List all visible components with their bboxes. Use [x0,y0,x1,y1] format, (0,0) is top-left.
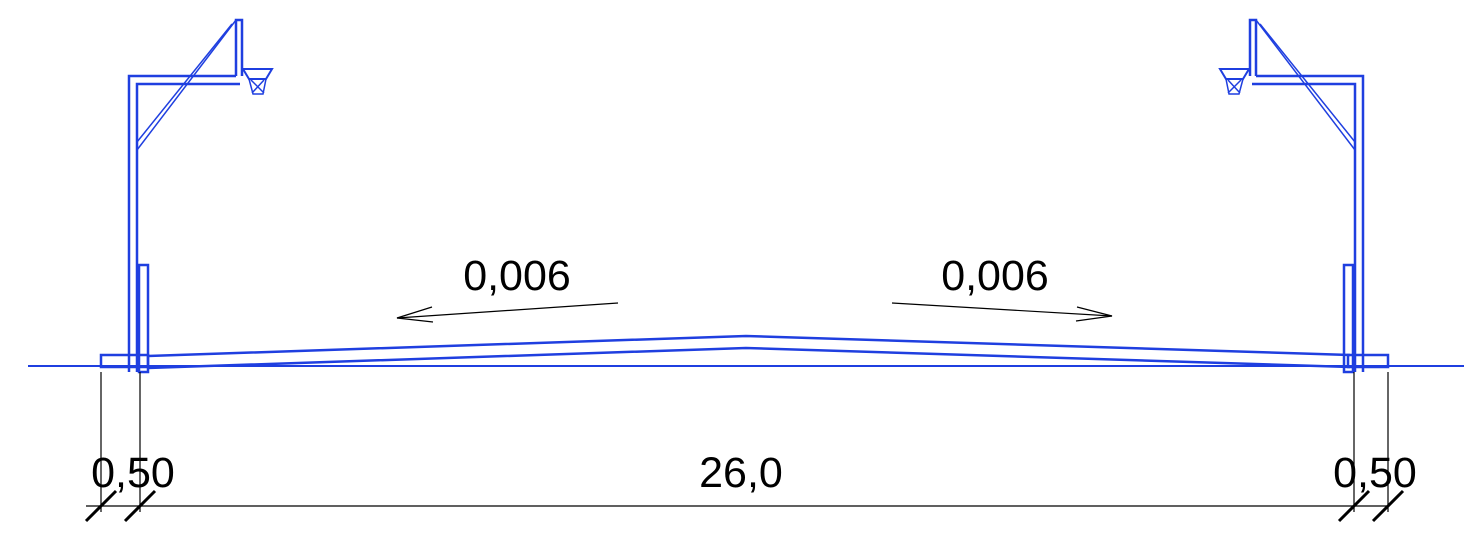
left-slope-label: 0,006 [463,252,571,300]
right-slope-arrow [891,302,1113,322]
left-margin-dimension-label: 0,50 [91,449,175,497]
court-surface [147,334,1351,370]
left-slope-arrow [396,302,619,323]
right-basketball-hoop-icon [1218,18,1365,374]
left-basketball-hoop-icon [127,18,274,374]
court-width-dimension-label: 26,0 [699,449,783,497]
dimension-line [86,372,1389,512]
right-slope-label: 0,006 [941,252,1049,300]
right-margin-dimension-label: 0,50 [1333,449,1417,497]
right-curb [1346,353,1390,369]
dimension-ticks [84,489,1405,523]
